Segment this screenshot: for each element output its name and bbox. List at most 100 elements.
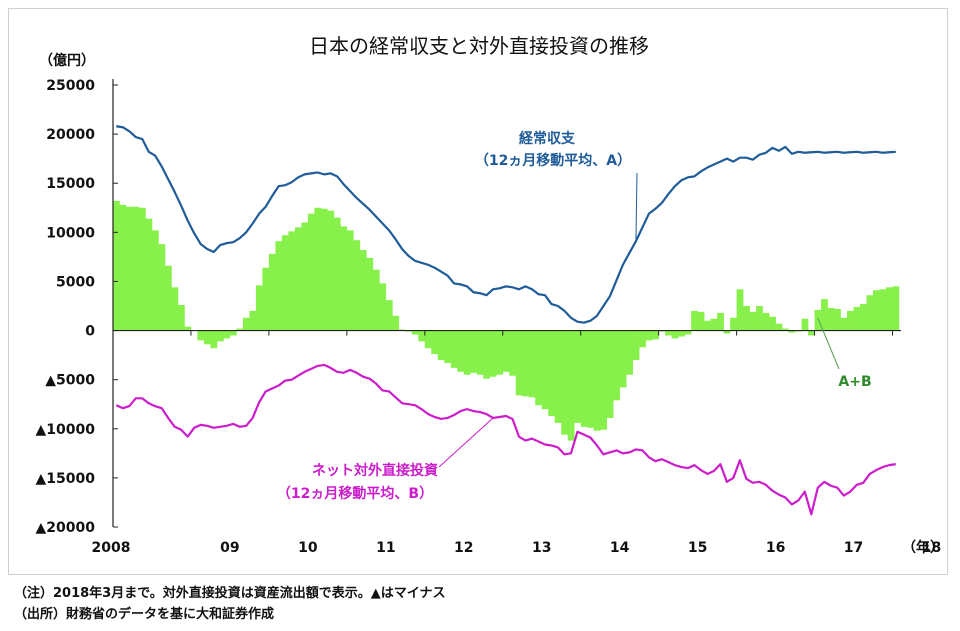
bar-a-plus-b bbox=[580, 330, 588, 427]
y-tick-label: ▲20000 bbox=[36, 520, 96, 536]
bar-a-plus-b bbox=[463, 330, 471, 375]
chart-title: 日本の経常収支と対外直接投資の推移 bbox=[309, 34, 649, 58]
bar-a-plus-b bbox=[457, 330, 465, 372]
series-label-net-fdi-sub: （12ヵ月移動平均、B） bbox=[277, 485, 433, 502]
bar-series-group bbox=[113, 200, 900, 441]
bar-a-plus-b bbox=[294, 227, 302, 331]
bar-a-plus-b bbox=[132, 206, 140, 331]
x-tick-label: 09 bbox=[220, 540, 239, 556]
bar-a-plus-b bbox=[554, 330, 562, 423]
y-axis-unit: （億円） bbox=[39, 52, 95, 69]
bar-a-plus-b bbox=[249, 310, 257, 331]
bar-a-plus-b bbox=[691, 310, 698, 331]
series-label-net-fdi: ネット対外直接投資 bbox=[312, 462, 438, 479]
bar-a-plus-b bbox=[145, 218, 153, 331]
bar-a-plus-b bbox=[242, 317, 250, 331]
y-tick-label: 20000 bbox=[46, 127, 95, 143]
chart-frame: 日本の経常収支と対外直接投資の推移 （億円） （年） 25000 20000 150… bbox=[8, 8, 948, 575]
y-tick-label: 10000 bbox=[46, 225, 95, 241]
bar-a-plus-b bbox=[528, 330, 536, 398]
x-tick-label: 16 bbox=[766, 540, 785, 556]
bar-a-plus-b bbox=[372, 269, 380, 331]
x-tick-label: 18 bbox=[922, 540, 941, 556]
bar-a-plus-b bbox=[431, 330, 439, 355]
bar-a-plus-b bbox=[125, 206, 133, 331]
bar-a-plus-b bbox=[892, 286, 900, 331]
bar-a-plus-b bbox=[613, 330, 620, 401]
bar-a-plus-b bbox=[814, 309, 822, 331]
bar-a-plus-b bbox=[346, 230, 354, 331]
bar-a-plus-b bbox=[366, 257, 374, 331]
bar-a-plus-b bbox=[548, 330, 556, 417]
bar-a-plus-b bbox=[275, 241, 283, 331]
bar-a-plus-b bbox=[197, 330, 205, 341]
bar-a-plus-b bbox=[177, 305, 185, 331]
bar-a-plus-b bbox=[879, 289, 887, 331]
bar-a-plus-b bbox=[119, 204, 127, 331]
bar-a-plus-b bbox=[762, 312, 770, 331]
x-tick-label: 13 bbox=[532, 540, 551, 556]
bar-a-plus-b bbox=[743, 306, 750, 331]
bar-a-plus-b bbox=[619, 330, 627, 388]
bar-a-plus-b bbox=[561, 330, 569, 435]
bar-a-plus-b bbox=[606, 330, 614, 418]
bar-a-plus-b bbox=[210, 330, 218, 349]
bar-a-plus-b bbox=[866, 295, 874, 331]
bar-a-plus-b bbox=[717, 312, 724, 331]
bar-a-plus-b bbox=[314, 207, 322, 331]
bar-a-plus-b bbox=[808, 330, 815, 336]
x-tick-label: 12 bbox=[454, 540, 473, 556]
bar-a-plus-b bbox=[359, 250, 367, 331]
series-label-current-account-sub: （12ヵ月移動平均、A） bbox=[475, 152, 631, 169]
bar-a-plus-b bbox=[476, 330, 484, 375]
bar-a-plus-b bbox=[392, 315, 400, 331]
y-tick-label: ▲10000 bbox=[36, 422, 96, 438]
bar-a-plus-b bbox=[723, 330, 731, 334]
bar-a-plus-b bbox=[535, 330, 543, 406]
bar-a-plus-b bbox=[496, 330, 504, 375]
x-tick-label: 10 bbox=[298, 540, 318, 556]
footnote-note: （注）2018年3月まで。対外直接投資は資産流出額で表示。▲はマイナス bbox=[14, 586, 446, 601]
bar-a-plus-b bbox=[301, 222, 309, 331]
bar-a-plus-b bbox=[483, 330, 491, 379]
series-line-net-fdi bbox=[115, 363, 896, 516]
bar-a-plus-b bbox=[171, 287, 179, 331]
bar-a-plus-b bbox=[697, 311, 705, 331]
x-tick-label: 14 bbox=[610, 540, 630, 556]
bar-a-plus-b bbox=[489, 330, 497, 377]
x-tick-label: 15 bbox=[688, 540, 707, 556]
bar-a-plus-b bbox=[262, 267, 270, 331]
bar-a-plus-b bbox=[307, 213, 315, 331]
bar-a-plus-b bbox=[665, 330, 672, 336]
bar-a-plus-b bbox=[216, 330, 224, 342]
bar-a-plus-b bbox=[684, 330, 692, 335]
bar-a-plus-b bbox=[853, 306, 861, 331]
bar-a-plus-b bbox=[164, 265, 172, 331]
bar-a-plus-b bbox=[710, 318, 718, 331]
bar-a-plus-b bbox=[730, 317, 737, 331]
series-label-a-plus-b: A+B bbox=[838, 374, 871, 390]
y-tick-label: 15000 bbox=[46, 176, 95, 192]
x-tick-label: 2008 bbox=[92, 540, 131, 556]
bar-a-plus-b bbox=[268, 253, 276, 331]
bar-a-plus-b bbox=[886, 287, 893, 331]
bar-a-plus-b bbox=[236, 328, 244, 331]
bar-a-plus-b bbox=[834, 308, 841, 331]
bar-a-plus-b bbox=[840, 317, 848, 331]
bar-a-plus-b bbox=[203, 330, 211, 345]
bar-a-plus-b bbox=[522, 330, 530, 397]
chart-svg: 日本の経常収支と対外直接投資の推移 （億円） （年） 2500020000150… bbox=[36, 34, 944, 556]
bar-a-plus-b bbox=[645, 330, 653, 341]
bar-a-plus-b bbox=[470, 330, 478, 373]
leader-line-a-plus-b bbox=[817, 317, 840, 370]
bar-a-plus-b bbox=[281, 235, 289, 331]
bar-a-plus-b bbox=[769, 316, 776, 331]
series-label-current-account: 経常収支 bbox=[519, 130, 576, 147]
bar-a-plus-b bbox=[567, 330, 575, 441]
bar-a-plus-b bbox=[158, 244, 166, 331]
bar-a-plus-b bbox=[541, 330, 549, 410]
bar-a-plus-b bbox=[632, 330, 640, 361]
bar-a-plus-b bbox=[639, 330, 646, 348]
bar-a-plus-b bbox=[333, 217, 341, 331]
x-tick-label: 17 bbox=[844, 540, 863, 556]
